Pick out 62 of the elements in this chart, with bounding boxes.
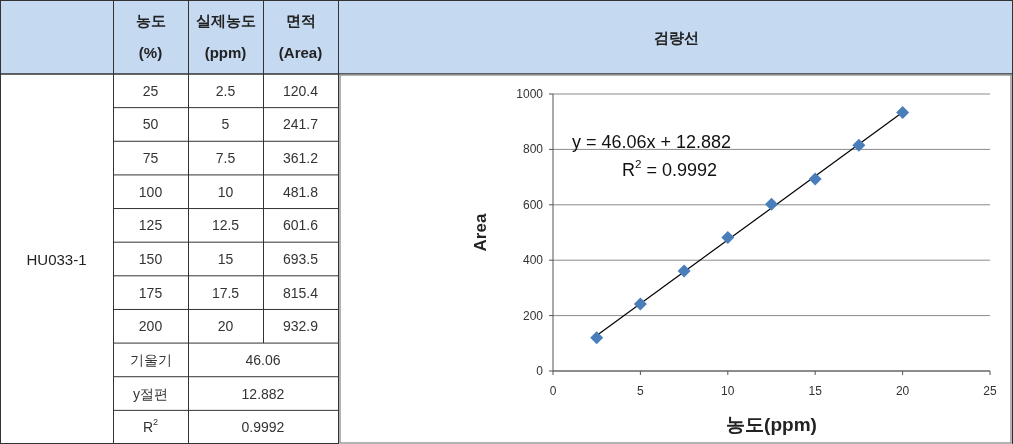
x-tick-label: 25 — [983, 384, 997, 398]
text: 10 — [217, 183, 234, 200]
point — [852, 138, 866, 152]
text: 150 — [138, 251, 163, 267]
x-tick-label: 0 — [549, 384, 557, 398]
text: 농도 — [135, 11, 166, 29]
annotation: R$^{2}$ = 0.9992 — [622, 157, 718, 180]
text: 241.7 — [282, 116, 319, 133]
text: 175 — [138, 284, 163, 301]
point — [896, 106, 910, 120]
point — [721, 231, 735, 245]
point — [808, 172, 822, 186]
text: 25 — [142, 82, 159, 99]
text: y절편 — [133, 385, 168, 402]
text: 7.5 — [215, 150, 236, 167]
x-axis-title: 농도(ppm) — [726, 413, 817, 435]
text: 46.06 — [245, 351, 281, 368]
chart-title: 검량선 — [654, 28, 699, 46]
text: 481.8 — [282, 183, 319, 200]
text: 0.9992 — [241, 419, 285, 436]
text: 100 — [138, 183, 163, 200]
text: 200 — [138, 318, 163, 335]
text: 면적 — [285, 11, 316, 29]
y-tick-label: 800 — [522, 142, 544, 157]
y-tick-label: 1000 — [516, 87, 544, 101]
text: 17.5 — [211, 284, 240, 301]
point — [590, 331, 604, 345]
x-tick-label: 5 — [637, 384, 645, 398]
text: 601.6 — [282, 217, 319, 234]
text: 125 — [138, 217, 163, 234]
x-tick-label: 20 — [895, 384, 910, 398]
y-axis-title: Area — [470, 213, 490, 252]
text: 693.5 — [282, 251, 319, 267]
text: HU033-1 — [26, 250, 87, 268]
text: 12.5 — [211, 217, 240, 234]
text: 815.4 — [282, 284, 319, 301]
text: 15 — [217, 251, 234, 267]
text: 75 — [142, 150, 159, 167]
text: (ppm) — [204, 43, 247, 61]
text: 361.2 — [282, 150, 319, 167]
text: R$^{2}$ — [142, 417, 159, 436]
text: 5 — [221, 116, 230, 133]
text: 12.882 — [241, 385, 285, 402]
text: 실제농도 — [195, 11, 256, 29]
text: 120.4 — [282, 82, 319, 99]
text: 기울기 — [129, 351, 172, 368]
point — [765, 197, 778, 211]
text: 932.9 — [282, 318, 319, 335]
text: (Area) — [278, 43, 323, 61]
text: 20 — [217, 318, 234, 335]
x-tick-label: 15 — [808, 384, 823, 398]
y-tick-label: 0 — [536, 364, 544, 378]
point — [633, 297, 647, 311]
text: 50 — [142, 116, 159, 133]
x-tick-label: 10 — [721, 384, 735, 398]
y-tick-label: 600 — [522, 197, 544, 212]
point — [677, 264, 691, 278]
y-tick-label: 200 — [522, 308, 544, 323]
annotation: y = 46.06x + 12.882 — [572, 132, 732, 152]
y-tick-label: 400 — [522, 253, 544, 268]
text: (%) — [138, 43, 163, 61]
text: 2.5 — [215, 82, 236, 99]
